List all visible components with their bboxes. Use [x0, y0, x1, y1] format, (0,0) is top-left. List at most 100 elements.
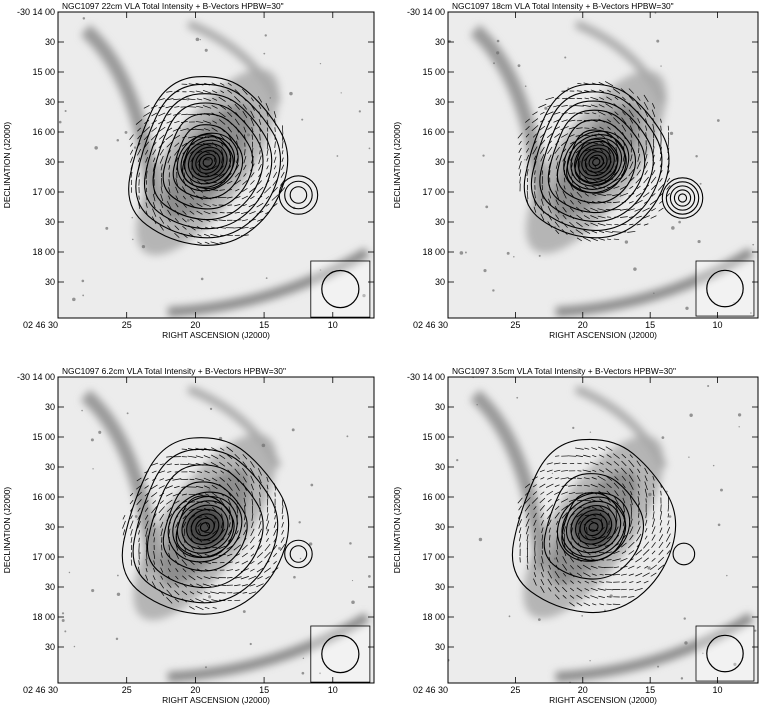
panel-1-core-contour-1 [202, 157, 213, 167]
panel-3-ytick-label: 30 [45, 642, 55, 652]
panel-3-xtick-label: 10 [328, 685, 338, 695]
panel-2-source-contour-4 [665, 181, 700, 215]
panel-4-ytick-label: -30 14 00 [407, 372, 445, 382]
panel-3-beam-box [310, 625, 371, 683]
panel-4-contour-1 [561, 492, 627, 562]
panel-2-ytick-label: 16 00 [422, 127, 445, 137]
panel-3-xtick-label: 02 46 30 [23, 685, 58, 695]
panel-4-ytick-label: 30 [435, 642, 445, 652]
panel-1-contour-6 [135, 83, 282, 239]
panel-3-core-contour-2 [195, 517, 215, 537]
panel-4-ytick-label: 30 [435, 582, 445, 592]
panel-1-ytick-label: 17 00 [32, 187, 55, 197]
panel-3-ytick-label: 16 00 [32, 492, 55, 502]
panel-4-y-axis-label: DECLINATION (J2000) [392, 487, 402, 574]
panel-4-contour-3 [511, 438, 677, 614]
panel-2-core-contour-5 [577, 144, 615, 180]
panel-3: 02 46 30 25 20 15 10 -30 14 00 30 15 00 30 16 00 3… [2, 366, 375, 705]
panel-1-contour-7 [128, 75, 289, 246]
panel-2-beam-box [695, 260, 755, 317]
panel-3-core-contour-7 [172, 495, 238, 559]
panel-2: 02 46 30 25 20 15 10 -30 14 00 30 15 00 30 16 00 3… [392, 1, 759, 340]
panel-3-xtick-label: 15 [259, 685, 269, 695]
panel-2-contour-7 [523, 83, 670, 239]
panel-4-core-contour-6 [565, 500, 622, 554]
panel-2-frame [447, 11, 759, 319]
panel-2-core-contour-1 [592, 158, 601, 166]
panel-1-xtick-label: 10 [328, 320, 338, 330]
panel-3-source-contour-2 [284, 539, 313, 569]
panel-2-xtick-label: 25 [510, 320, 520, 330]
panel-1-core-contour-5 [187, 143, 228, 181]
panel-2-field-stars [448, 12, 755, 314]
panel-3-core-contour-4 [186, 509, 224, 545]
panel-2-source-contour-3 [669, 185, 696, 211]
panel-2-contour-3 [556, 119, 637, 204]
panel-4-core-contour-1 [588, 522, 599, 532]
panel-2-core-contour-4 [581, 147, 612, 177]
panel-1-intensity-contours [128, 75, 319, 246]
panel-4-beam [706, 634, 744, 673]
panel-1-core-contour-6 [184, 139, 232, 185]
panel-2-contour-6 [530, 91, 663, 231]
panel-2-core-contour-2 [588, 154, 605, 170]
panel-1-contour-5 [143, 93, 273, 230]
panel-1-xtick-label: 20 [190, 320, 200, 330]
panel-3-core-contour-5 [181, 504, 229, 550]
panel-2-ytick-label: 18 00 [422, 247, 445, 257]
panel-2-xtick-label: 20 [578, 320, 588, 330]
panel-2-ytick-label: 30 [435, 157, 445, 167]
panel-3-frame [57, 376, 375, 684]
panel-4-contour-2 [543, 473, 645, 580]
panel-3-y-axis-label: DECLINATION (J2000) [2, 487, 12, 574]
panel-1-ytick-label: 15 00 [32, 67, 55, 77]
panel-2-xtick-label: 10 [713, 320, 723, 330]
panel-3-beam [321, 634, 360, 674]
panel-1-ytick-label: 30 [45, 157, 55, 167]
panel-3-contour-3 [146, 464, 264, 589]
panel-1-core-contour-7 [180, 136, 235, 188]
panel-3-ytick-label: 30 [45, 582, 55, 592]
panel-2-core-contour-6 [574, 140, 619, 184]
panel-1-title: NGC1097 22cm VLA Total Intensity + B-Vec… [62, 1, 284, 11]
panel-2-ytick-label: 30 [435, 277, 445, 287]
panel-2-ytick-label: 30 [435, 37, 445, 47]
panel-1-source-contour-2 [284, 180, 313, 210]
panel-3-xtick-label: 25 [122, 685, 132, 695]
panel-2-core-contour-3 [584, 151, 608, 173]
panel-1-ytick-label: 30 [45, 277, 55, 287]
panel-1-xtick-label: 15 [259, 320, 269, 330]
panel-4-beam-box [695, 625, 755, 682]
panel-4-core-contour-4 [574, 509, 613, 545]
panel-4-xtick-label: 10 [713, 685, 723, 695]
panel-3-ytick-label: -30 14 00 [17, 372, 55, 382]
panel-1-contour-4 [152, 102, 264, 221]
panel-4-ytick-label: 15 00 [422, 432, 445, 442]
panel-2-ytick-label: 30 [435, 97, 445, 107]
panel-4-core-contour-8 [556, 492, 631, 562]
panel-4-core-contour-3 [579, 513, 608, 541]
panel-2-x-axis-label: RIGHT ASCENSION (J2000) [549, 330, 657, 340]
panel-4-source-contour-1 [672, 542, 696, 566]
panel-3-core-contour-1 [199, 522, 211, 532]
panel-1-beam [321, 269, 360, 309]
panel-1-contour-2 [172, 124, 244, 199]
panel-2-contour-1 [574, 138, 619, 185]
panel-2-core-contour-7 [570, 137, 623, 187]
panel-1-field-stars [58, 17, 371, 302]
panel-3-core-contour-8 [167, 491, 243, 563]
panel-2-ytick-label: 30 [435, 217, 445, 227]
panel-3-contour-5 [121, 437, 290, 615]
panel-3-title: NGC1097 6.2cm VLA Total Intensity + B-Ve… [62, 366, 286, 376]
panel-1-core-contour-4 [191, 146, 224, 178]
panel-2-core-contour-9 [563, 130, 630, 194]
panel-1-ytick-label: 30 [45, 217, 55, 227]
panel-4-xtick-label: 25 [510, 685, 520, 695]
panel-3-core-contour-3 [190, 513, 220, 541]
panel-1-frame [57, 11, 375, 319]
panel-1-ytick-label: 18 00 [32, 247, 55, 257]
panel-4-field-stars [448, 377, 757, 683]
panel-4-x-axis-label: RIGHT ASCENSION (J2000) [549, 695, 657, 705]
panel-1-y-axis-label: DECLINATION (J2000) [2, 122, 12, 209]
panel-1-ytick-label: 30 [45, 37, 55, 47]
